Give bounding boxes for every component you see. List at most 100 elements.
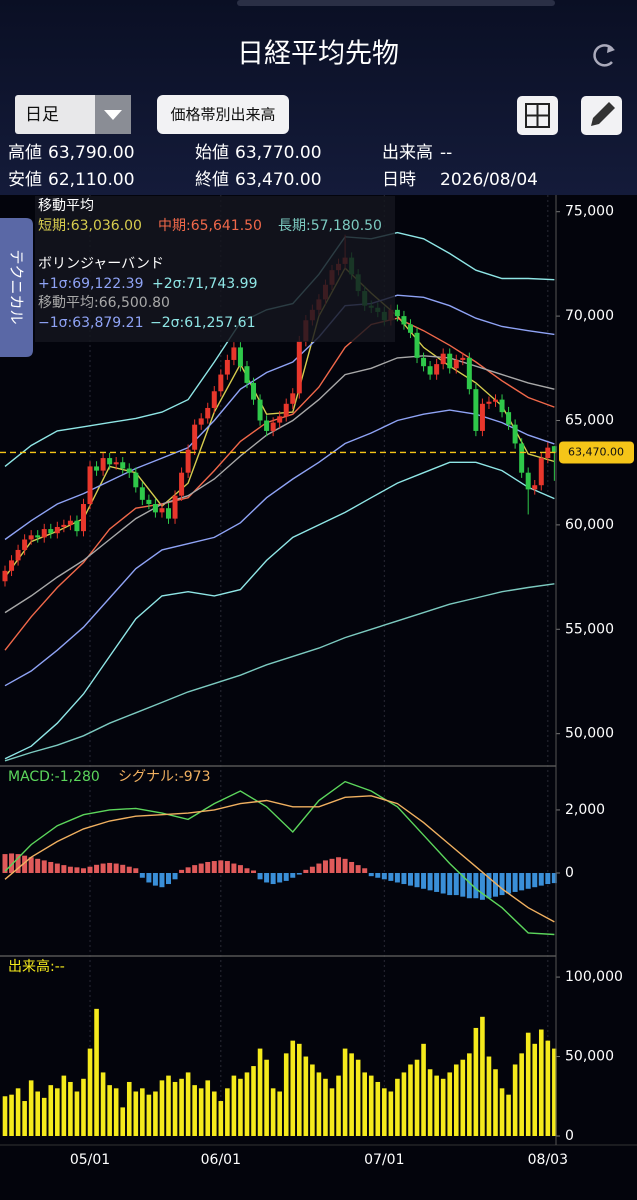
volume-bar (395, 1078, 400, 1136)
volume-bar (166, 1075, 171, 1136)
refresh-button[interactable] (593, 44, 615, 67)
candle-body (28, 535, 34, 540)
volume-bar (100, 1072, 106, 1136)
candle-body (198, 418, 204, 425)
macd-histogram-bar (41, 860, 47, 874)
macd-histogram-bar (440, 873, 446, 894)
volume-bar (290, 1040, 296, 1136)
candle-body (107, 458, 113, 465)
draw-button[interactable] (581, 96, 622, 135)
legend-entry: 短期:63,036.00 (38, 218, 142, 234)
macd-histogram-bar (251, 870, 257, 874)
macd-histogram-bar (519, 873, 525, 891)
technical-tab-label: テクニカル (8, 249, 26, 324)
y-tick-label: 50,000 (565, 1049, 614, 1065)
volume-bar (310, 1064, 315, 1136)
volume-bar (87, 1048, 93, 1136)
volume-bar (205, 1080, 211, 1136)
macd-histogram-bar (94, 864, 100, 874)
info-label: 出来高 (382, 143, 433, 163)
candle-body (139, 487, 145, 500)
macd-histogram-bar (74, 867, 80, 874)
macd-histogram-bar (244, 868, 250, 874)
candle-body (179, 472, 185, 496)
volume-bar (81, 1078, 86, 1136)
macd-histogram-bar (133, 868, 139, 874)
volume-bar (22, 1101, 27, 1136)
volume-bar (2, 1096, 8, 1136)
volume-bar (192, 1085, 197, 1136)
volume-bar (277, 1091, 282, 1136)
macd-histogram-bar (342, 858, 348, 874)
volume-bar (408, 1064, 413, 1136)
macd-histogram-bar (205, 861, 211, 874)
y-tick-label: 55,000 (565, 621, 614, 637)
volume-bar (493, 1069, 498, 1136)
volume-bar (68, 1081, 73, 1136)
technical-tab[interactable]: テクニカル (0, 218, 33, 357)
volume-bar (120, 1107, 126, 1136)
volume-bar (107, 1085, 112, 1136)
macd-histogram-bar (349, 861, 355, 874)
volume-bar (126, 1081, 132, 1136)
macd-histogram-bar (309, 866, 315, 874)
volume-bar (499, 1088, 505, 1136)
macd-line (4, 780, 555, 936)
last-price-label: 63,470.00 (568, 445, 624, 458)
candle-body (532, 485, 538, 490)
y-tick-label: 0 (565, 865, 574, 881)
volume-bar (257, 1048, 263, 1136)
candle-body (166, 508, 171, 519)
y-tick-label: 75,000 (565, 204, 614, 220)
indicator-line (4, 583, 555, 762)
volume-bar (61, 1075, 67, 1136)
volume-bar (545, 1040, 551, 1136)
macd-histogram-bar (512, 873, 518, 892)
macd-histogram-bar (139, 873, 145, 878)
macd-histogram-bar (329, 858, 335, 874)
volume-bar (506, 1094, 511, 1136)
volume-bar (244, 1072, 250, 1136)
candle-body (394, 309, 400, 317)
candle-body (493, 399, 498, 402)
macd-histogram-bar (179, 869, 185, 874)
macd-histogram-bar (322, 860, 328, 874)
macd-histogram-bar (166, 873, 171, 885)
macd-histogram-bar (427, 873, 433, 891)
volume-bar (15, 1088, 21, 1136)
macd-histogram-bar (447, 873, 453, 896)
candle-body (512, 424, 518, 444)
candle-body (407, 324, 413, 333)
macd-histogram-bar (126, 866, 132, 874)
candle-body (499, 399, 505, 413)
macd-histogram-bar (159, 873, 165, 888)
macd-histogram-bar (473, 873, 479, 899)
period-select[interactable]: 日足 (15, 95, 131, 134)
volume-bar (113, 1088, 119, 1136)
info-value: 63,790.00 (48, 143, 135, 163)
volume-bar (251, 1066, 256, 1136)
volume-bar (172, 1081, 178, 1136)
macd-histogram-bar (499, 873, 505, 896)
macd-histogram-bar (414, 873, 420, 888)
macd-histogram-bar (466, 873, 472, 899)
volume-bar (198, 1088, 204, 1136)
macd-histogram-bar (67, 866, 73, 874)
layout-button[interactable] (517, 96, 558, 135)
macd-histogram-bar (28, 857, 34, 874)
candle-body (152, 504, 158, 513)
volume-bar (532, 1043, 538, 1136)
volume-bar (349, 1053, 354, 1136)
candle-body (74, 520, 80, 532)
candle-body (41, 529, 47, 538)
volume-bar (382, 1088, 387, 1136)
x-tick-label: 07/01 (364, 1152, 404, 1168)
volume-bar (512, 1064, 518, 1136)
volume-bar (185, 1072, 191, 1136)
volume-profile-button[interactable]: 価格帯別出来高 (157, 95, 289, 134)
candle-body (283, 403, 289, 417)
macd-histogram-bar (15, 854, 21, 874)
volume-bar (303, 1056, 309, 1136)
macd-histogram-bar (192, 865, 198, 874)
